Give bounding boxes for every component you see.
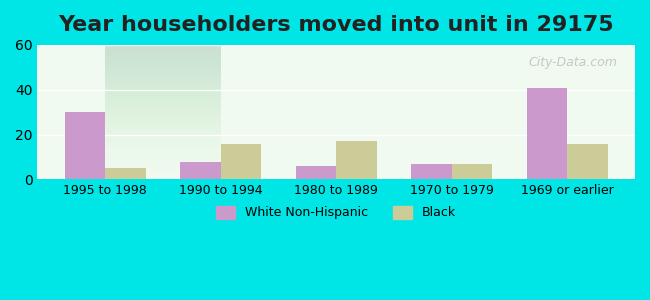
- Bar: [105, 168, 146, 179]
- Bar: [336, 141, 377, 179]
- Text: City-Data.com: City-Data.com: [528, 56, 617, 69]
- Bar: [567, 144, 608, 179]
- Bar: [527, 88, 567, 179]
- Legend: White Non-Hispanic, Black: White Non-Hispanic, Black: [211, 201, 461, 224]
- Title: Year householders moved into unit in 29175: Year householders moved into unit in 291…: [58, 15, 614, 35]
- Bar: [296, 166, 336, 179]
- Bar: [452, 164, 492, 179]
- Bar: [180, 161, 220, 179]
- Bar: [220, 144, 261, 179]
- Bar: [64, 112, 105, 179]
- Bar: [411, 164, 452, 179]
